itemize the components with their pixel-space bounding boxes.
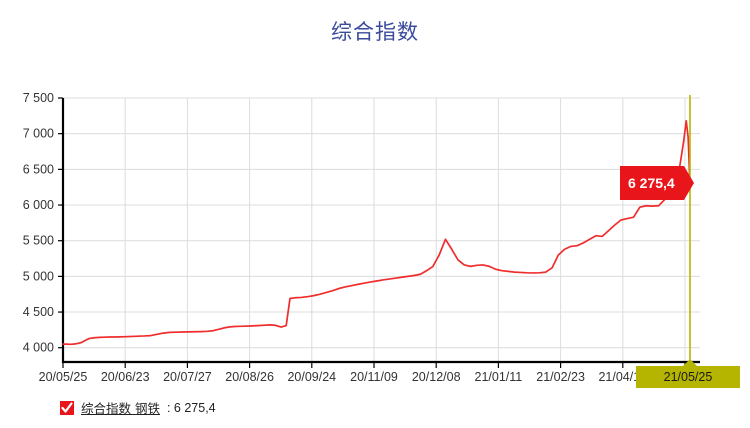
y-tick-label: 5 000	[23, 269, 54, 283]
x-tick-label: 20/06/23	[101, 370, 150, 384]
x-tick-label: 21/01/11	[475, 370, 523, 384]
value-tooltip: 6 275,4	[620, 166, 694, 200]
horizontal-gridlines	[63, 97, 700, 349]
cursor-date-label-text: 21/05/25	[664, 370, 713, 384]
x-tick-label: 21/02/23	[536, 370, 585, 384]
y-tick-label: 6 500	[23, 162, 54, 176]
x-tick-label: 20/09/24	[287, 370, 336, 384]
x-tick-label: 20/07/27	[163, 370, 212, 384]
tooltip-shape	[620, 166, 694, 200]
x-tick-label: 20/12/08	[412, 370, 461, 384]
y-tick-label: 7 000	[23, 127, 54, 141]
chart-title: 综合指数	[331, 20, 419, 44]
x-axis-ticks: 20/05/25 20/06/23 20/07/27 20/08/26 20/09/24…	[39, 362, 689, 384]
y-tick-label: 6 000	[23, 198, 54, 212]
legend-series-value: : 6 275,4	[166, 400, 216, 415]
series-line-composite-index	[62, 119, 691, 346]
vertical-gridlines	[62, 98, 686, 362]
x-tick-label: 21/04/13	[598, 370, 647, 384]
chart-legend[interactable]: 综合指数 钢铁 : 6 275,4	[60, 398, 216, 417]
legend-series-name[interactable]: 综合指数 钢铁	[81, 401, 160, 416]
x-tick-label: 20/05/25	[39, 370, 88, 384]
y-tick-label: 7 500	[23, 91, 54, 105]
cursor-date-label-bg	[636, 359, 740, 388]
x-tick-label: 20/11/09	[350, 370, 398, 384]
y-tick-label: 5 500	[23, 234, 54, 248]
checkbox-checked-icon[interactable]	[60, 400, 74, 415]
tooltip-value-label: 6 275,4	[628, 175, 675, 191]
y-tick-label: 4 000	[23, 341, 54, 355]
cursor-date-label[interactable]: 21/05/25	[636, 359, 740, 388]
x-tick-label: 20/08/26	[225, 370, 274, 384]
y-axis-ticks: 4 000 4 500 5 000 5 500 6 000 6 500 7 000 7 500	[23, 91, 63, 355]
y-tick-label: 4 500	[23, 305, 54, 319]
